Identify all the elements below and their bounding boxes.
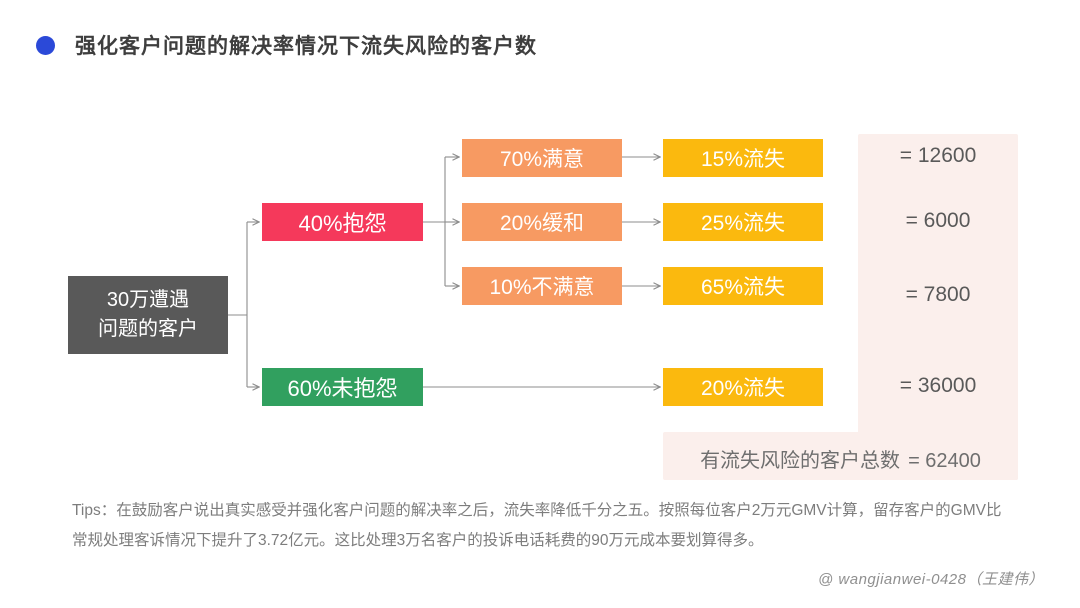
node-satisfied: 70%满意	[462, 139, 622, 177]
node-eased: 20%缓和	[462, 203, 622, 241]
node-churn-15: 15%流失	[663, 139, 823, 177]
page-title-row: 强化客户问题的解决率情况下流失风险的客户数	[36, 30, 537, 60]
result-value-3: = 7800	[905, 283, 971, 306]
blue-bullet-icon	[36, 35, 55, 55]
total-panel-background	[663, 432, 1018, 480]
node-complained: 40%抱怨	[262, 203, 423, 241]
node-churn-65: 65%流失	[663, 267, 823, 305]
total-value: = 62400	[908, 450, 981, 472]
node-churn-25: 25%流失	[663, 203, 823, 241]
result-value-4: = 36000	[899, 374, 977, 397]
node-churn-20: 20%流失	[663, 368, 823, 406]
tips-text: Tips：在鼓励客户说出真实感受并强化客户问题的解决率之后，流失率降低千分之五。…	[72, 502, 1002, 549]
total-row: 有流失风险的客户总数 = 62400	[663, 444, 1018, 473]
page-title: 强化客户问题的解决率情况下流失风险的客户数	[75, 35, 537, 58]
node-root-customers: 30万遭遇 问题的客户	[68, 276, 228, 354]
results-panel-background	[858, 134, 1018, 480]
node-not-complained: 60%未抱怨	[262, 368, 423, 406]
result-value-2: = 6000	[905, 209, 971, 232]
credit-text: @ wangjianwei-0428（王建伟）	[818, 571, 1044, 588]
node-unsatisfied: 10%不满意	[462, 267, 622, 305]
result-value-1: = 12600	[899, 144, 977, 167]
total-label: 有流失风险的客户总数	[700, 450, 901, 472]
